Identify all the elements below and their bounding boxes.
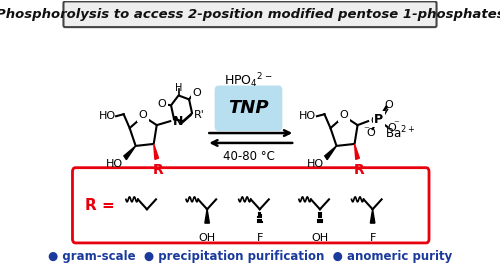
FancyBboxPatch shape xyxy=(64,1,436,27)
Text: R: R xyxy=(354,163,364,177)
Text: N: N xyxy=(172,115,183,128)
Text: O: O xyxy=(366,128,376,138)
Text: O: O xyxy=(158,99,166,109)
Text: O: O xyxy=(340,110,348,120)
Text: P: P xyxy=(374,113,383,126)
FancyBboxPatch shape xyxy=(72,168,429,243)
Text: R': R' xyxy=(194,110,204,120)
Polygon shape xyxy=(154,144,158,159)
Text: HO: HO xyxy=(98,111,116,121)
Text: F: F xyxy=(256,233,263,243)
Text: O: O xyxy=(387,123,396,133)
Text: H: H xyxy=(175,84,182,93)
Text: HPO$_4$$^{2-}$: HPO$_4$$^{2-}$ xyxy=(224,71,273,90)
Text: O: O xyxy=(385,100,394,110)
Text: Phosphorolysis to access 2-position modified pentose 1-phosphates: Phosphorolysis to access 2-position modi… xyxy=(0,8,500,21)
Text: OH: OH xyxy=(312,233,328,243)
Polygon shape xyxy=(370,209,375,223)
Polygon shape xyxy=(205,209,210,223)
Text: ● gram-scale  ● precipitation purification  ● anomeric purity: ● gram-scale ● precipitation purificatio… xyxy=(48,250,452,263)
Text: O: O xyxy=(139,110,147,120)
Text: HO: HO xyxy=(300,111,316,121)
Text: TNP: TNP xyxy=(228,99,269,117)
Text: HO: HO xyxy=(106,159,123,169)
Text: 40-80 °C: 40-80 °C xyxy=(222,150,274,163)
Text: ⁻: ⁻ xyxy=(393,119,399,129)
Polygon shape xyxy=(124,146,136,160)
Text: O: O xyxy=(192,89,201,98)
Text: ⁻: ⁻ xyxy=(363,125,369,135)
Text: F: F xyxy=(370,233,376,243)
Polygon shape xyxy=(324,146,336,160)
Text: HO: HO xyxy=(307,159,324,169)
Text: OH: OH xyxy=(198,233,216,243)
Text: Ba$^{2+}$: Ba$^{2+}$ xyxy=(384,125,415,141)
Polygon shape xyxy=(354,144,360,159)
Text: R: R xyxy=(153,163,164,177)
Text: R =: R = xyxy=(84,198,114,213)
Text: O: O xyxy=(370,116,379,126)
FancyBboxPatch shape xyxy=(214,85,282,131)
